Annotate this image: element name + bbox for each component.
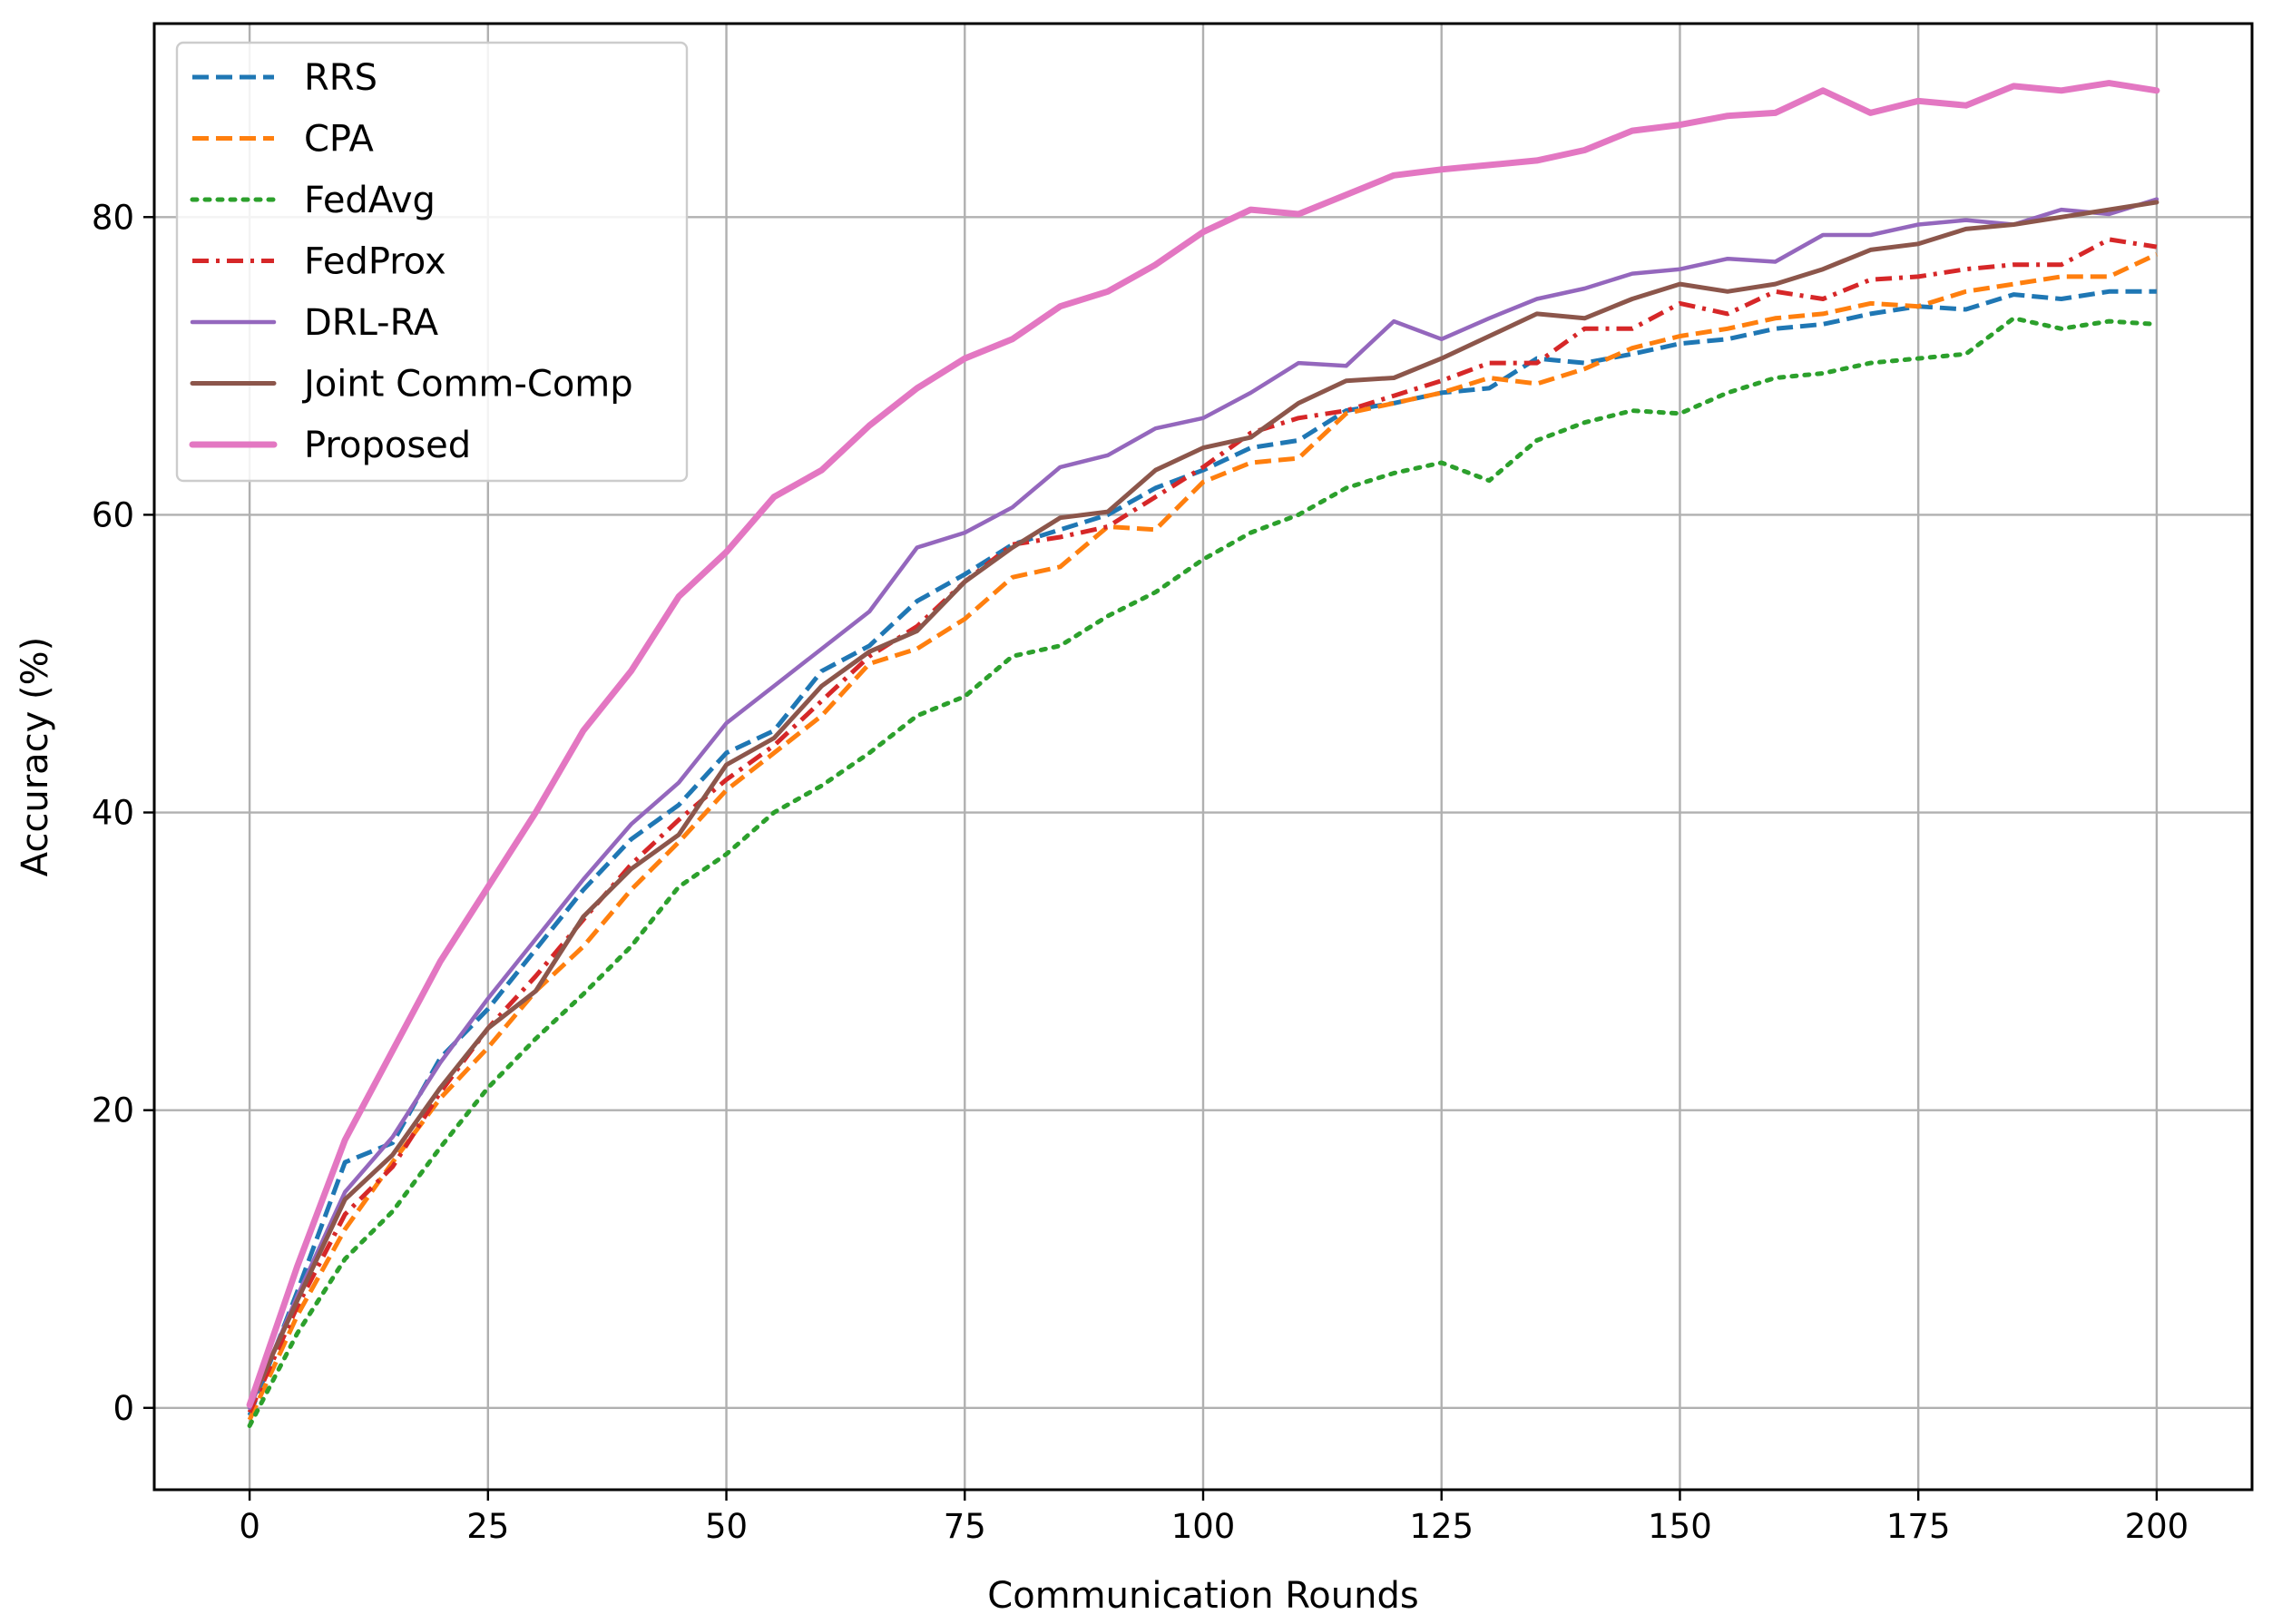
y-tick-label: 80 bbox=[92, 198, 134, 237]
x-tick-label: 150 bbox=[1648, 1507, 1712, 1546]
x-tick-label: 75 bbox=[944, 1507, 986, 1546]
series-line-rrs bbox=[247, 289, 2157, 1416]
x-tick-label: 50 bbox=[705, 1507, 748, 1546]
series-line-drl-ra bbox=[247, 197, 2159, 1411]
x-tick-label: 0 bbox=[239, 1507, 260, 1546]
legend: RRS CPA FedAvg FedProx DRL-RA Joint Comm-Comp… bbox=[175, 41, 689, 483]
x-axis-label: Communication Rounds bbox=[987, 1575, 1418, 1617]
x-tick-label: 125 bbox=[1409, 1507, 1474, 1546]
x-tick-label: 200 bbox=[2125, 1507, 2189, 1546]
y-tick-label: 20 bbox=[92, 1091, 134, 1130]
legend-label-joint-comm-comp: Joint Comm-Comp bbox=[301, 364, 633, 406]
series-line-cpa bbox=[247, 252, 2158, 1421]
legend-label-rrs: RRS bbox=[304, 57, 377, 99]
series-line-proposed bbox=[246, 80, 2160, 1408]
series-line-joint-comm-comp bbox=[247, 200, 2159, 1407]
x-tick-label: 25 bbox=[466, 1507, 509, 1546]
legend-label-fedavg: FedAvg bbox=[304, 180, 436, 221]
series-lines bbox=[246, 80, 2160, 1428]
x-tick-label: 175 bbox=[1886, 1507, 1951, 1546]
legend-label-proposed: Proposed bbox=[304, 425, 471, 466]
x-tick-label: 100 bbox=[1171, 1507, 1236, 1546]
y-axis-label: Accuracy (%) bbox=[15, 637, 56, 877]
grid-lines bbox=[154, 24, 2252, 1490]
legend-box bbox=[175, 41, 689, 483]
axis-ticks: 0 25 50 75 100 125 150 175 200 0 20 40 60 80 bbox=[92, 198, 2189, 1546]
y-tick-label: 0 bbox=[113, 1389, 134, 1428]
y-tick-label: 60 bbox=[92, 495, 134, 534]
legend-label-fedprox: FedProx bbox=[304, 241, 446, 283]
y-tick-label: 40 bbox=[92, 794, 134, 833]
legend-label-cpa: CPA bbox=[304, 119, 374, 161]
legend-label-drl-ra: DRL-RA bbox=[304, 302, 439, 344]
